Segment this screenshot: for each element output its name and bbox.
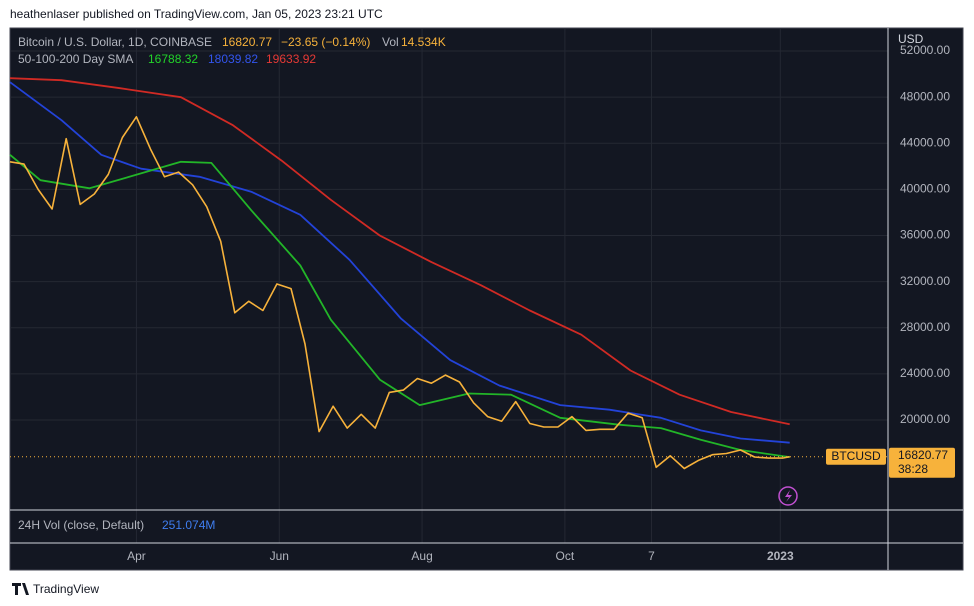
symbol-tag: BTCUSD [831, 449, 881, 463]
grid [11, 29, 888, 543]
axis-unit: USD [898, 32, 924, 46]
footer-brand: TradingView [33, 582, 99, 596]
y-tick-label: 24000.00 [900, 366, 950, 380]
alert-bolt [785, 490, 792, 502]
x-tick-label: Oct [556, 549, 575, 563]
indicator-name: 50-100-200 Day SMA [18, 52, 133, 66]
symbol-tag-bg [826, 448, 886, 465]
axis-unit-bg [889, 29, 962, 51]
y-tick-label: 28000.00 [900, 320, 950, 334]
countdown: 38:28 [898, 462, 928, 476]
y-tick-label: 40000.00 [900, 182, 950, 196]
sma100-value: 18039.82 [208, 52, 258, 66]
volume-label: Vol [382, 35, 399, 49]
volume-pane-title: 24H Vol (close, Default) [18, 518, 144, 532]
y-tick-label: 44000.00 [900, 135, 950, 149]
last-price: 16820.77 [222, 35, 272, 49]
x-tick-label: Jun [270, 549, 289, 563]
y-tick-label: 36000.00 [900, 228, 950, 242]
y-tick-label: 52000.00 [900, 43, 950, 57]
y-tick-label: 32000.00 [900, 274, 950, 288]
plot [9, 77, 888, 470]
price-line [9, 116, 790, 470]
chart-panel [9, 27, 964, 571]
volume-pane-value: 251.074M [162, 518, 215, 532]
x-tick-label: 7 [648, 549, 655, 563]
price-change: −23.65 (−0.14%) [281, 35, 370, 49]
sma200-value: 19633.92 [266, 52, 316, 66]
logo [12, 583, 29, 595]
y-tick-label: 48000.00 [900, 89, 950, 103]
symbol: Bitcoin / U.S. Dollar, 1D, COINBASE [18, 35, 212, 49]
x-tick-label: Aug [411, 549, 432, 563]
sma-line [9, 77, 790, 426]
price-tag-bg [889, 447, 955, 478]
volume-value: 14.534K [401, 35, 446, 49]
sma-line [9, 154, 790, 458]
x-tick-label: Apr [127, 549, 146, 563]
sma-line [9, 81, 790, 444]
publish-header: heathenlaser published on TradingView.co… [10, 7, 383, 21]
sma50-value: 16788.32 [148, 52, 198, 66]
y-tick-label: 20000.00 [900, 412, 950, 426]
price-tag: 16820.77 [898, 448, 948, 462]
x-tick-label: 2023 [767, 549, 794, 563]
alert-icon[interactable] [778, 486, 798, 506]
